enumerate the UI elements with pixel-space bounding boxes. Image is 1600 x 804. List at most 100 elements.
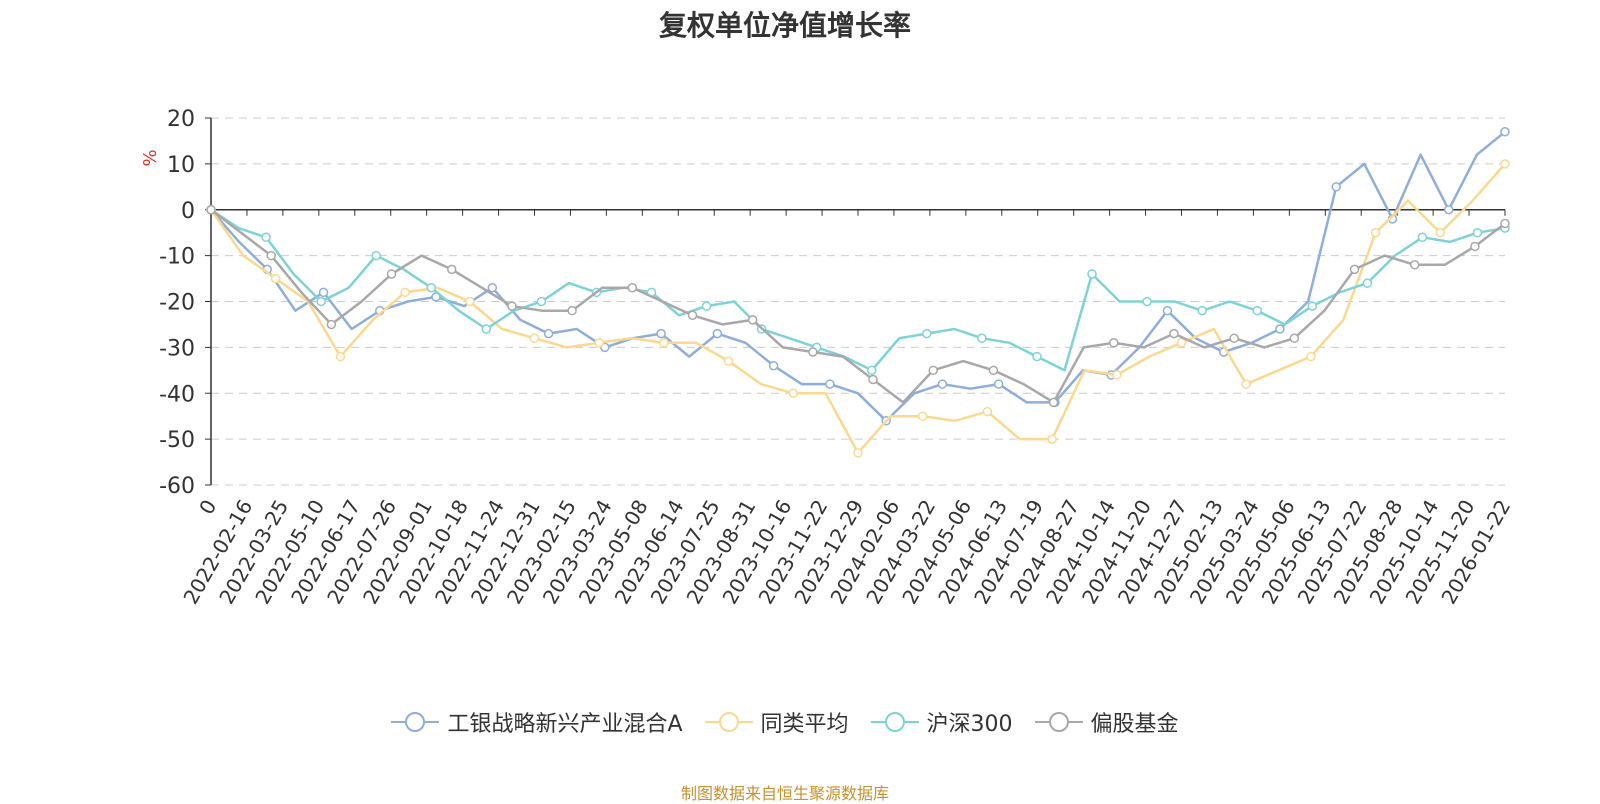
- data-point: [1229, 333, 1239, 343]
- data-point: [1176, 338, 1187, 348]
- legend-item-fund[interactable]: 工银战略新兴产业混合A: [391, 706, 683, 738]
- data-point: [825, 379, 835, 389]
- data-point: [543, 328, 554, 339]
- data-point: [316, 296, 326, 307]
- y-tick-label: -20: [159, 291, 195, 316]
- data-point: [481, 324, 492, 334]
- y-axis-label: %: [140, 149, 161, 166]
- data-point: [270, 273, 281, 284]
- data-point: [988, 365, 999, 376]
- data-point: [1472, 227, 1483, 238]
- data-point: [853, 448, 863, 458]
- legend-marker-icon: [870, 712, 919, 732]
- legend-label: 同类平均: [760, 712, 849, 737]
- data-point: [922, 328, 932, 339]
- line-chart: 20100-10-20-30-40-50-60%02022-02-162022-…: [140, 107, 1515, 608]
- data-point: [567, 305, 577, 316]
- data-point: [1197, 305, 1207, 316]
- data-point: [446, 264, 457, 275]
- legend-marker-icon: [1034, 712, 1083, 732]
- data-point: [1370, 227, 1381, 238]
- data-point: [594, 338, 604, 348]
- data-point: [768, 360, 779, 371]
- y-tick-label: -60: [159, 474, 195, 499]
- x-tick-label: 0: [194, 496, 221, 519]
- data-point: [536, 296, 547, 307]
- data-point: [712, 328, 723, 339]
- data-point: [993, 379, 1004, 389]
- legend-marker-icon: [391, 712, 440, 732]
- y-tick-label: -30: [159, 336, 195, 361]
- data-point: [371, 250, 381, 261]
- series-line: [210, 208, 1506, 404]
- y-tick-label: -10: [159, 245, 195, 270]
- data-point: [465, 296, 475, 307]
- data-point: [206, 205, 216, 215]
- series-line: [210, 130, 1506, 423]
- data-point: [326, 319, 337, 330]
- data-point: [977, 333, 987, 343]
- data-point: [656, 328, 666, 339]
- data-point: [1032, 351, 1042, 362]
- data-point: [318, 287, 329, 298]
- data-point: [1500, 127, 1510, 137]
- data-point: [1443, 205, 1454, 215]
- data-point: [335, 351, 346, 362]
- data-point: [1275, 324, 1285, 334]
- data-point: [1087, 269, 1097, 279]
- data-point: [1500, 218, 1510, 229]
- data-point: [687, 310, 698, 321]
- series-line: [210, 208, 1506, 372]
- data-point: [1047, 434, 1057, 444]
- data-point: [701, 301, 712, 311]
- data-point: [400, 287, 410, 298]
- data-point: [1112, 370, 1122, 380]
- data-point: [529, 333, 540, 343]
- data-point: [1162, 305, 1173, 316]
- data-point: [507, 301, 517, 311]
- y-tick-label: -50: [159, 428, 195, 453]
- legend-item-peer-average[interactable]: 同类平均: [704, 706, 849, 738]
- data-point: [867, 365, 877, 376]
- data-point: [937, 379, 948, 389]
- data-point: [1048, 397, 1059, 408]
- data-point: [982, 406, 993, 417]
- y-tick-label: 10: [167, 153, 195, 178]
- data-point: [788, 388, 799, 398]
- data-point: [928, 365, 938, 376]
- legend-item-equity-funds[interactable]: 偏股基金: [1034, 706, 1179, 738]
- data-point: [808, 347, 818, 357]
- source-note: 制图数据来自恒生聚源数据库: [680, 784, 889, 803]
- chart-legend: 工银战略新兴产业混合A 同类平均 沪深300 偏股基金: [0, 706, 1570, 738]
- data-point: [1470, 241, 1480, 252]
- data-point: [1169, 328, 1179, 339]
- legend-label: 沪深300: [926, 712, 1013, 737]
- data-point: [1142, 296, 1152, 307]
- chart-title: 复权单位净值增长率: [658, 9, 911, 42]
- data-point: [1500, 159, 1510, 169]
- y-tick-label: 20: [167, 107, 195, 132]
- data-point: [1331, 182, 1341, 192]
- legend-label: 工银战略新兴产业混合A: [447, 712, 683, 737]
- data-point: [1307, 301, 1318, 311]
- y-tick-label: 0: [181, 199, 195, 224]
- legend-item-csi300[interactable]: 沪深300: [870, 706, 1013, 738]
- data-point: [261, 232, 271, 243]
- data-point: [1417, 232, 1428, 243]
- data-point: [426, 282, 437, 293]
- data-point: [386, 269, 397, 279]
- data-point: [1306, 351, 1316, 362]
- data-point: [868, 374, 878, 385]
- data-point: [1349, 264, 1360, 275]
- data-point: [266, 250, 276, 261]
- data-point: [659, 338, 669, 348]
- data-point: [487, 282, 498, 293]
- data-point: [747, 315, 758, 325]
- data-point: [1409, 260, 1420, 270]
- y-tick-label: -40: [159, 382, 195, 407]
- data-point: [1362, 278, 1373, 288]
- legend-marker-icon: [704, 712, 753, 732]
- data-point: [723, 356, 734, 366]
- data-point: [627, 282, 638, 293]
- data-point: [1435, 227, 1446, 238]
